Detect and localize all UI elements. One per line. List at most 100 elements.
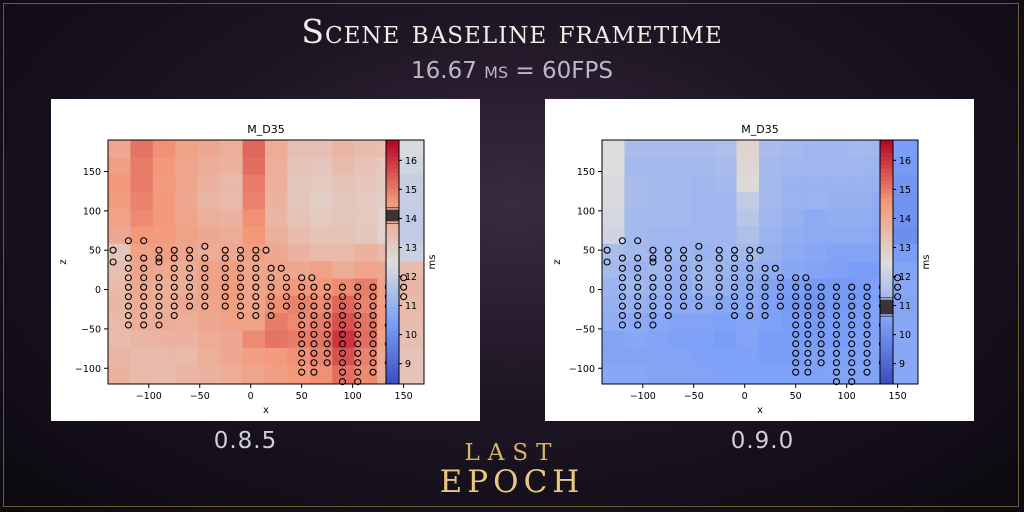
heatmap-cell xyxy=(803,261,827,280)
sample-point xyxy=(863,293,871,301)
heatmap-cell xyxy=(714,191,738,210)
sample-point xyxy=(804,349,812,357)
sample-point xyxy=(863,359,871,367)
sample-point xyxy=(221,283,229,291)
heatmap-cell xyxy=(893,243,919,262)
heatmap-cell xyxy=(220,209,244,228)
sample-point xyxy=(679,254,688,262)
heatmap-cell xyxy=(354,157,378,176)
heatmap-cell xyxy=(691,365,715,385)
colorbar-segment xyxy=(880,241,893,247)
heatmap-cell xyxy=(602,174,625,193)
heatmap-cell xyxy=(242,347,266,366)
heatmap-cell xyxy=(287,174,311,193)
sample-point xyxy=(618,264,626,272)
heatmap-cell xyxy=(602,261,625,280)
sample-point xyxy=(252,302,260,310)
colorbar-segment xyxy=(880,371,893,377)
sample-point xyxy=(832,330,841,338)
heatmap-cell xyxy=(354,278,378,297)
y-axis-label: z xyxy=(552,259,563,264)
colorbar-segment xyxy=(880,294,893,300)
heatmap-cell xyxy=(848,295,872,314)
colorbar-highlight xyxy=(880,299,893,315)
heatmap-cell xyxy=(646,174,670,193)
heatmap-cell xyxy=(803,191,827,210)
heatmap-cell xyxy=(736,261,760,280)
heatmap-cell xyxy=(152,365,176,385)
sample-point xyxy=(664,246,672,254)
sample-point xyxy=(832,378,841,386)
heatmap-cell xyxy=(242,365,266,385)
sample-point xyxy=(298,349,306,357)
sample-point xyxy=(817,340,825,348)
sample-point xyxy=(649,283,657,291)
colorbar-segment xyxy=(386,371,399,377)
colorbar-tick-label: 11 xyxy=(899,301,911,312)
sample-point xyxy=(369,293,377,301)
colorbar-segment xyxy=(880,229,893,235)
heatmap-cell xyxy=(354,295,378,314)
heatmap-cell xyxy=(197,313,221,331)
heatmap-cell xyxy=(893,226,919,245)
sample-point xyxy=(298,330,306,338)
heatmap-cell xyxy=(130,365,154,385)
sample-point xyxy=(369,283,377,291)
heatmap-cell xyxy=(152,140,176,158)
sample-point xyxy=(804,302,812,310)
heatmap-cell xyxy=(714,330,738,349)
heatmap-cell xyxy=(354,226,378,245)
last-epoch-logo: LAST EPOCH xyxy=(432,440,592,504)
colorbar-tick-label: 13 xyxy=(899,243,911,254)
heatmap-cell xyxy=(197,140,221,158)
heatmap-cell xyxy=(736,140,760,158)
sample-point xyxy=(170,311,178,320)
sample-point xyxy=(730,302,739,310)
sample-point xyxy=(832,359,841,367)
heatmap-cell xyxy=(736,330,760,349)
heatmap-cell xyxy=(354,243,378,262)
sample-point xyxy=(124,321,132,329)
heatmap-cell xyxy=(736,157,760,176)
sample-point xyxy=(267,283,275,291)
heatmap-cell xyxy=(399,261,425,280)
heatmap-cell xyxy=(220,157,244,176)
colorbar-segment xyxy=(386,274,399,279)
sample-point xyxy=(634,274,642,282)
heatmap-cell xyxy=(781,209,805,228)
colorbar-segment xyxy=(880,314,893,320)
y-tick-label: 100 xyxy=(577,206,595,217)
plot-frame xyxy=(601,139,919,385)
heatmap-cell xyxy=(175,313,199,331)
x-tick-label: 50 xyxy=(790,391,802,402)
x-tick-label: −50 xyxy=(684,391,704,402)
colorbar-segment xyxy=(386,237,399,243)
sample-point xyxy=(277,264,285,272)
colorbar-segment xyxy=(386,355,399,361)
heatmap-cell xyxy=(332,140,356,158)
sample-point xyxy=(282,283,290,291)
sample-point xyxy=(848,340,856,348)
heatmap-cell xyxy=(242,226,266,245)
heatmap-cell xyxy=(602,278,625,297)
sample-point xyxy=(155,293,163,301)
x-tick-label: −50 xyxy=(190,391,210,402)
colorbar-segment xyxy=(386,298,399,304)
sample-point xyxy=(338,368,347,376)
heatmap-cell xyxy=(758,278,782,297)
heatmap-cell xyxy=(893,365,919,385)
colorbar-segment xyxy=(386,192,399,198)
sample-point xyxy=(634,237,642,245)
heatmap-cell xyxy=(399,157,425,176)
sample-point xyxy=(323,302,331,310)
heatmap-cell xyxy=(714,278,738,297)
heatmap-cell xyxy=(646,347,670,366)
heatmap-cell xyxy=(669,140,693,158)
heatmap-cell xyxy=(624,191,648,210)
heatmap-cell xyxy=(758,330,782,349)
heatmap-cell xyxy=(714,140,738,158)
heatmap-cell xyxy=(354,174,378,193)
sample-point xyxy=(792,302,800,310)
chart-title: M_D35 xyxy=(247,123,284,136)
